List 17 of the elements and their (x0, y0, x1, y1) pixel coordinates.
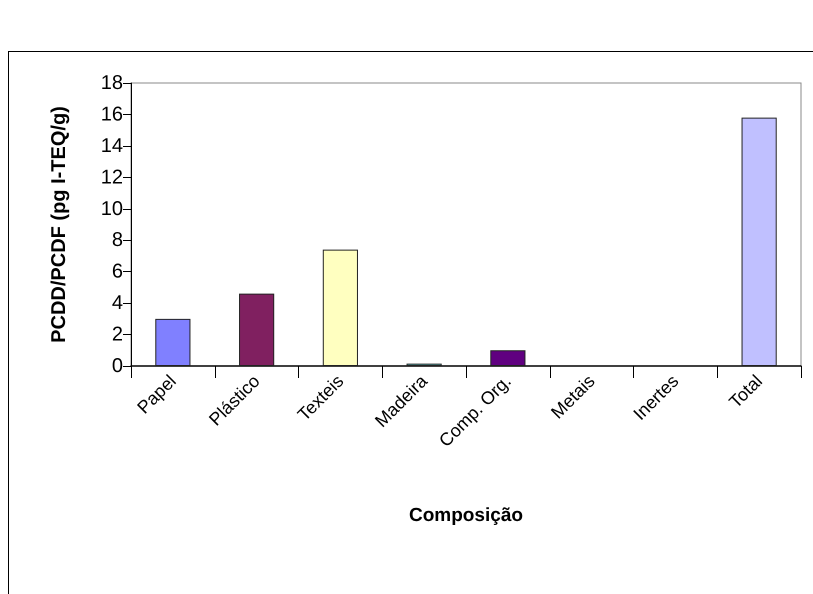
y-tick-label: 4 (112, 292, 123, 314)
x-axis-title: Composição (408, 505, 524, 526)
bar (239, 294, 274, 366)
y-tick-label: 14 (100, 134, 123, 157)
y-tick-label: 6 (112, 260, 123, 283)
y-tick-label: 8 (112, 229, 123, 252)
y-tick-label: 18 (100, 72, 123, 94)
y-tick-label: 0 (112, 355, 123, 377)
y-tick-label: 10 (100, 198, 123, 220)
bar (155, 318, 190, 366)
y-tick-label: 16 (100, 103, 123, 126)
bar (490, 350, 526, 366)
y-tick-label: 12 (100, 166, 123, 188)
bar (322, 250, 358, 366)
bar (742, 118, 777, 366)
y-axis-title: PCDD/PCDF (pg I-TEQ/g) (48, 106, 70, 343)
y-tick-label: 2 (112, 324, 123, 346)
